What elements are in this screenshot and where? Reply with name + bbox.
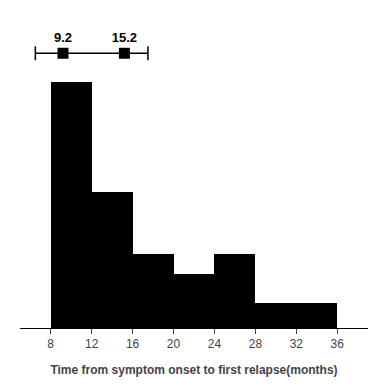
svg-text:15.2: 15.2 bbox=[112, 30, 137, 45]
svg-text:Time from symptom onset to fir: Time from symptom onset to first relapse… bbox=[50, 363, 337, 377]
svg-text:32: 32 bbox=[290, 337, 304, 351]
svg-text:24: 24 bbox=[208, 337, 222, 351]
svg-text:9.2: 9.2 bbox=[54, 30, 72, 45]
svg-text:16: 16 bbox=[126, 337, 140, 351]
svg-text:12: 12 bbox=[85, 337, 99, 351]
svg-text:28: 28 bbox=[249, 337, 263, 351]
svg-text:20: 20 bbox=[167, 337, 181, 351]
svg-text:8: 8 bbox=[47, 337, 54, 351]
svg-text:36: 36 bbox=[331, 337, 345, 351]
